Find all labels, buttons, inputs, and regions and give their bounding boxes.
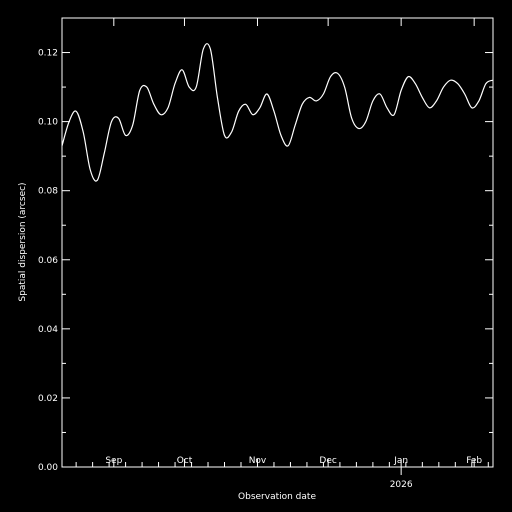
y-tick-label: 0.06 bbox=[38, 256, 58, 266]
y-tick-label: 0.10 bbox=[38, 118, 58, 128]
month-tick-label: Sep bbox=[105, 456, 122, 466]
plot-frame bbox=[61, 17, 494, 468]
month-tick-label: Feb bbox=[466, 456, 482, 466]
x-ticks: Sep Oct Nov Dec Jan Feb 2026 bbox=[75, 18, 489, 490]
y-tick-label: 0.12 bbox=[38, 49, 58, 59]
y-axis-label: Spatial dispersion (arcsec) bbox=[18, 182, 28, 301]
series-line bbox=[61, 43, 494, 182]
y-tick-label: 0.00 bbox=[38, 463, 58, 473]
month-tick-label: Oct bbox=[177, 456, 193, 466]
y-ticks: 0.00 0.02 0.04 0.06 0.08 0.10 0.12 bbox=[38, 17, 493, 473]
month-tick-label: Nov bbox=[249, 456, 267, 466]
y-tick-label: 0.08 bbox=[38, 187, 58, 197]
month-tick-label: Jan bbox=[393, 456, 408, 466]
year-tick-label: 2026 bbox=[390, 480, 413, 490]
month-tick-label: Dec bbox=[319, 456, 336, 466]
y-tick-label: 0.02 bbox=[38, 394, 58, 404]
x-axis-label: Observation date bbox=[238, 492, 316, 502]
y-tick-label: 0.04 bbox=[38, 325, 58, 335]
